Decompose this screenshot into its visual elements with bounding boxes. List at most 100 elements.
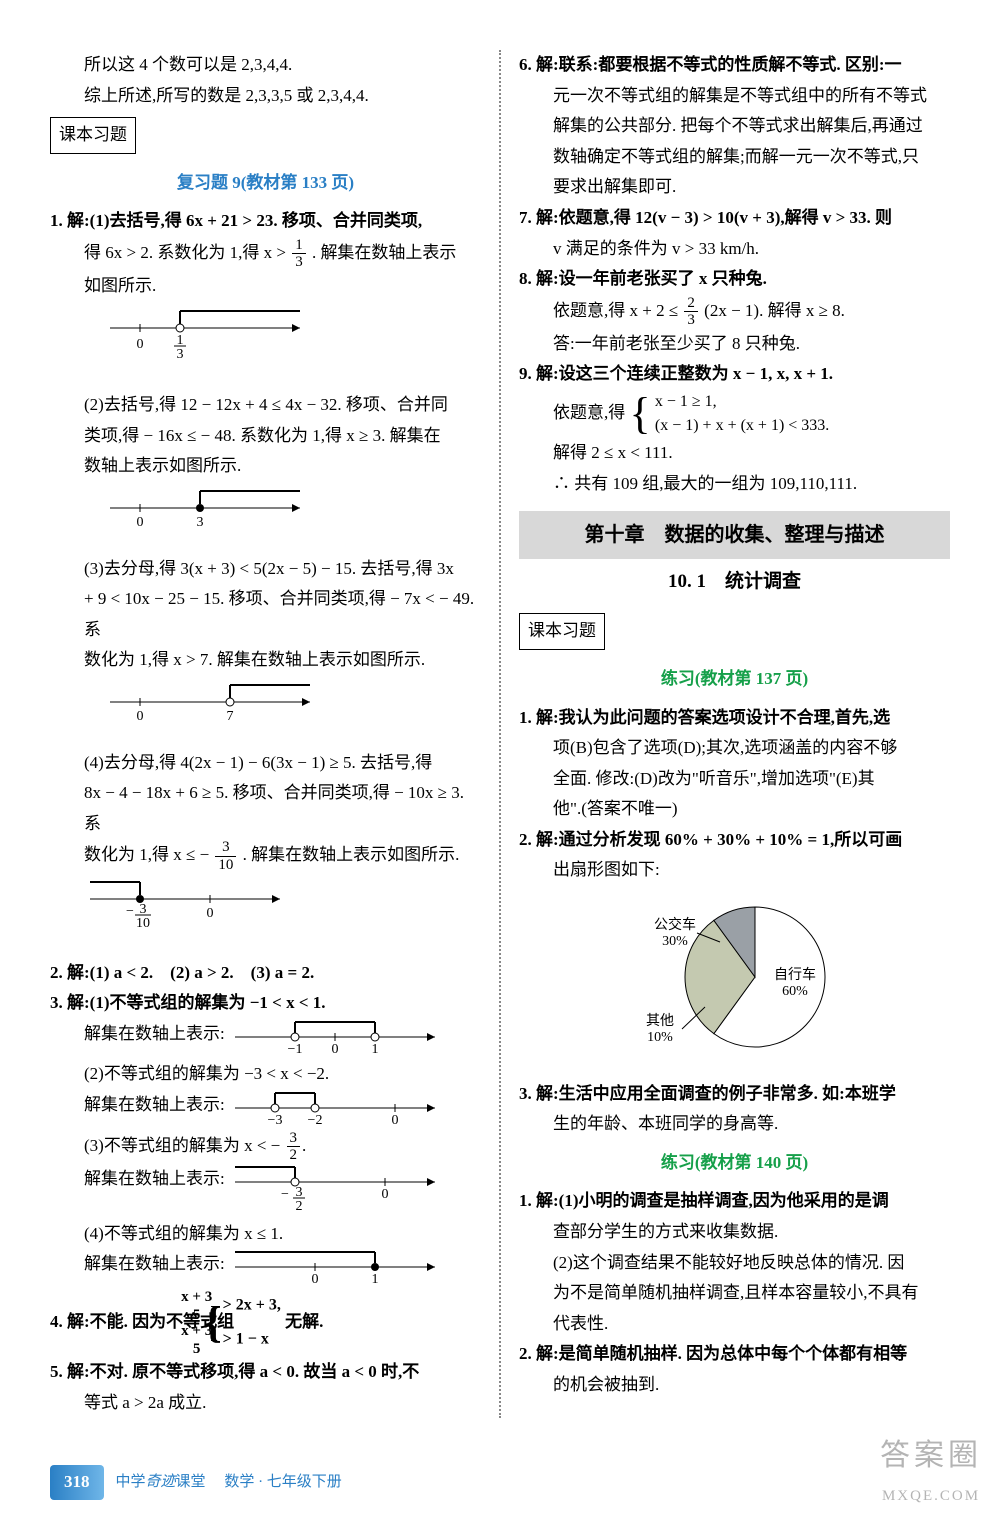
p2-1-e: 代表性. — [519, 1309, 950, 1340]
svg-text:0: 0 — [381, 1187, 388, 1202]
q3-1-label: 解集在数轴上表示: — [84, 1019, 225, 1050]
svg-text:0: 0 — [207, 906, 214, 921]
q4-text-b: 无解. — [285, 1312, 323, 1331]
svg-text:−: − — [126, 904, 134, 919]
q4: 4. 解:不能. 因为不等式组 { x + 35 > 2x + 3, x + 3… — [50, 1289, 481, 1357]
q2: 2. 解:(1) a < 2. (2) a > 2. (3) a = 2. — [50, 958, 481, 989]
p2-2-b: 的机会被抽到. — [519, 1370, 950, 1401]
p2-2-a: 2. 解:是简单随机抽样. 因为总体中每个个体都有相等 — [519, 1339, 950, 1370]
p1-2-a: 2. 解:通过分析发现 60% + 30% + 10% = 1,所以可画 — [519, 825, 950, 856]
footer-t2: 课堂 — [176, 1474, 206, 1490]
fraction-1-3: 13 — [292, 237, 306, 271]
q3-2: (2)不等式组的解集为 −3 < x < −2. — [50, 1059, 481, 1090]
q8-b-text2: (2x − 1). 解得 x ≥ 8. — [704, 301, 845, 320]
q6-a: 6. 解:联系:都要根据不等式的性质解不等式. 区别:一 — [519, 50, 950, 81]
q6-c: 解集的公共部分. 把每个不等式求出解集后,再通过 — [519, 111, 950, 142]
p1-1-c: 全面. 修改:(D)改为"听音乐",增加选项"(E)其 — [519, 764, 950, 795]
q3-3: (3)不等式组的解集为 x < − 32. — [50, 1130, 481, 1164]
svg-text:0: 0 — [311, 1272, 318, 1287]
section-title: 10. 1 统计调查 — [519, 565, 950, 599]
watermark-line2: MXQE.COM — [880, 1483, 982, 1510]
q3-3-text: (3)不等式组的解集为 x < − — [84, 1136, 285, 1155]
q1-4-c-text2: . 解集在数轴上表示如图所示. — [243, 845, 460, 864]
right-column: 6. 解:联系:都要根据不等式的性质解不等式. 区别:一 元一次不等式组的解集是… — [499, 50, 950, 1418]
svg-text:1: 1 — [371, 1042, 378, 1057]
q9-b-text: 依题意,得 — [553, 403, 625, 422]
p1-3-a: 3. 解:生活中应用全面调查的例子非常多. 如:本班学 — [519, 1079, 950, 1110]
q9-b: 依题意,得 { x − 1 ≥ 1, (x − 1) + x + (x + 1)… — [519, 390, 950, 438]
footer-t1: 中学 — [116, 1474, 146, 1490]
practice-title-2: 练习(教材第 140 页) — [519, 1148, 950, 1179]
p1-1-b: 项(B)包含了选项(D);其次,选项涵盖的内容不够 — [519, 733, 950, 764]
q8-a: 8. 解:设一年前老张买了 x 只种兔. — [519, 264, 950, 295]
svg-text:0: 0 — [391, 1113, 398, 1128]
p1-1-d: 他".(答案不唯一) — [519, 794, 950, 825]
svg-text:0: 0 — [331, 1042, 338, 1057]
chapter-title: 第十章 数据的收集、整理与描述 — [519, 511, 950, 559]
brace-icon: { — [630, 392, 651, 436]
numberline-1: 0 1 3 — [50, 308, 481, 381]
svg-text:1: 1 — [371, 1272, 378, 1287]
practice-title-1: 练习(教材第 137 页) — [519, 664, 950, 695]
q3-2-line: 解集在数轴上表示: −3 −2 0 — [50, 1090, 481, 1130]
numberline-4: − 3 10 0 — [50, 879, 481, 948]
q3-1: 3. 解:(1)不等式组的解集为 −1 < x < 1. — [50, 988, 481, 1019]
review-title: 复习题 9(教材第 133 页) — [50, 168, 481, 199]
textbook-exercise-label: 课本习题 — [50, 117, 136, 154]
q8-c: 答:一年前老张至少买了 8 只种兔. — [519, 329, 950, 360]
q9-a: 9. 解:设这三个连续正整数为 x − 1, x, x + 1. — [519, 359, 950, 390]
q8-b: 依题意,得 x + 2 ≤ 23 (2x − 1). 解得 x ≥ 8. — [519, 295, 950, 329]
svg-text:30%: 30% — [662, 934, 688, 949]
q6-d: 数轴确定不等式组的解集;而解一元一次不等式,只 — [519, 142, 950, 173]
q1-1-b: 得 6x > 2. 系数化为 1,得 x > 13 . 解集在数轴上表示 — [50, 237, 481, 271]
q9-system: x − 1 ≥ 1, (x − 1) + x + (x + 1) < 333. — [655, 390, 829, 438]
q3-1-line: 解集在数轴上表示: −1 0 1 — [50, 1019, 481, 1059]
intro-text-2: 综上所述,所写的数是 2,3,3,5 或 2,3,4,4. — [50, 81, 481, 112]
svg-text:3: 3 — [197, 515, 204, 530]
q8-b-text: 依题意,得 x + 2 ≤ — [553, 301, 682, 320]
page-footer: 318 中学奇迹课堂 数学 · 七年级下册 — [50, 1465, 950, 1500]
q3-2-label: 解集在数轴上表示: — [84, 1090, 225, 1121]
svg-text:0: 0 — [137, 337, 144, 352]
watermark-line1: 答案圈 — [880, 1429, 982, 1483]
p1-2-b: 出扇形图如下: — [519, 855, 950, 886]
q9-d: ∴ 共有 109 组,最大的一组为 109,110,111. — [519, 469, 950, 500]
svg-text:2: 2 — [295, 1199, 302, 1214]
intro-text-1: 所以这 4 个数可以是 2,3,4,4. — [50, 50, 481, 81]
svg-text:−1: −1 — [287, 1042, 302, 1057]
svg-text:公交车: 公交车 — [654, 916, 696, 933]
svg-text:3: 3 — [177, 347, 184, 362]
svg-text:7: 7 — [227, 709, 234, 724]
q4-sys2: > 1 − x — [219, 1331, 269, 1348]
numberline-2: 0 3 — [50, 488, 481, 544]
svg-text:0: 0 — [137, 515, 144, 530]
p2-1-c: (2)这个调查结果不能较好地反映总体的情况. 因 — [519, 1248, 950, 1279]
page-number: 318 — [50, 1465, 104, 1500]
q6-e: 要求出解集即可. — [519, 172, 950, 203]
q6-b: 元一次不等式组的解集是不等式组中的所有不等式 — [519, 81, 950, 112]
q9-sys1: x − 1 ≥ 1, — [655, 390, 829, 414]
q1-1-b-text2: . 解集在数轴上表示 — [312, 243, 457, 262]
svg-text:−3: −3 — [267, 1113, 282, 1128]
q1-2-a: (2)去括号,得 12 − 12x + 4 ≤ 4x − 32. 移项、合并同 — [50, 390, 481, 421]
p1-3-b: 生的年龄、本班同学的身高等. — [519, 1109, 950, 1140]
q1-1-a: 1. 解:(1)去括号,得 6x + 21 > 23. 移项、合并同类项, — [50, 206, 481, 237]
q1-4-c: 数化为 1,得 x ≤ − 310 . 解集在数轴上表示如图所示. — [50, 839, 481, 873]
textbook-exercise-label: 课本习题 — [519, 613, 605, 650]
fraction-2-3: 23 — [684, 295, 698, 329]
q3-4-line: 解集在数轴上表示: 0 1 — [50, 1249, 481, 1289]
q3-4: (4)不等式组的解集为 x ≤ 1. — [50, 1219, 481, 1250]
q1-1-b-text: 得 6x > 2. 系数化为 1,得 x > — [84, 243, 290, 262]
footer-subject: 数学 · 七年级下册 — [224, 1474, 342, 1490]
svg-text:其他: 其他 — [646, 1013, 674, 1029]
svg-text:−: − — [281, 1187, 289, 1202]
q7-b: v 满足的条件为 v > 33 km/h. — [519, 234, 950, 265]
q1-2-b: 类项,得 − 16x ≤ − 48. 系数化为 1,得 x ≥ 3. 解集在 — [50, 421, 481, 452]
q1-3-a: (3)去分母,得 3(x + 3) < 5(2x − 5) − 15. 去括号,… — [50, 554, 481, 585]
svg-text:自行车: 自行车 — [774, 966, 816, 983]
svg-text:−2: −2 — [307, 1113, 322, 1128]
q4-sys1: > 2x + 3, — [219, 1297, 281, 1314]
q1-4-b: 8x − 4 − 18x + 6 ≥ 5. 移项、合并同类项,得 − 10x ≥… — [50, 778, 481, 839]
p2-1-a: 1. 解:(1)小明的调查是抽样调查,因为他采用的是调 — [519, 1186, 950, 1217]
p2-1-d: 为不是简单随机抽样调查,且样本容量较小,不具有 — [519, 1278, 950, 1309]
